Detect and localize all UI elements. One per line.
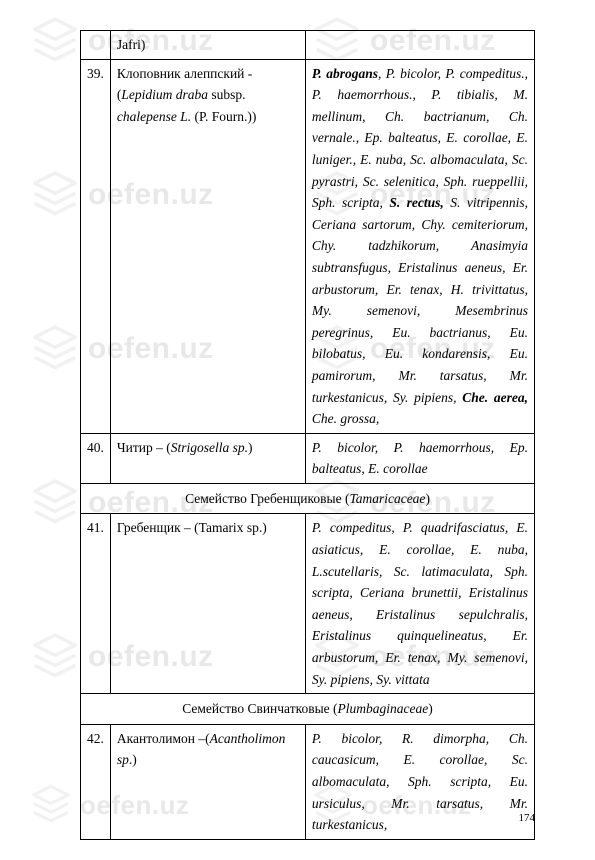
family-label-ru: Семейство Гребенщиковые ( bbox=[185, 491, 349, 506]
taxon-close: ) bbox=[248, 440, 253, 455]
species-table: Jafri) 39. Клоповник алеппский - (Lepidi… bbox=[80, 30, 535, 840]
table-row: 39. Клоповник алеппский - (Lepidium drab… bbox=[81, 59, 535, 433]
family-label-ru: Семейство Свинчатковые ( bbox=[182, 701, 337, 716]
species-list-cell: P. abrogans, P. bicolor, P. compeditus.,… bbox=[305, 59, 534, 433]
taxon-cell: Гребенщик – (Tamarix sp.) bbox=[110, 514, 305, 694]
row-number: 40. bbox=[81, 433, 111, 483]
species-list-cell: P. compeditus, P. quadrifasciatus, E. as… bbox=[305, 514, 534, 694]
taxon-ru: Акантолимон –( bbox=[117, 731, 210, 746]
family-label-latin: Plumbaginaceae bbox=[338, 701, 429, 716]
taxon-cell: Читир – (Strigosella sp.) bbox=[110, 433, 305, 483]
taxon-latin: chalepense L. bbox=[117, 109, 191, 124]
taxon-latin: Lepidium draba bbox=[121, 87, 211, 102]
family-label-latin: Tamaricaceae bbox=[349, 491, 425, 506]
family-header-cell: Семейство Свинчатковые (Plumbaginaceae) bbox=[81, 694, 535, 725]
family-header-cell: Семейство Гребенщиковые (Tamaricaceae) bbox=[81, 483, 535, 514]
taxon-cell: Клоповник алеппский - (Lepidium draba su… bbox=[110, 59, 305, 433]
species-list-cell: P. bicolor, P. haemorrhous, Ep. balteatu… bbox=[305, 433, 534, 483]
table-row: 40. Читир – (Strigosella sp.) P. bicolor… bbox=[81, 433, 535, 483]
taxon-authority: (P. Fourn.)) bbox=[191, 109, 256, 124]
species-run: S. vitripennis, Ceriana sartorum, Chy. c… bbox=[312, 195, 528, 404]
family-header-row: Семейство Гребенщиковые (Tamaricaceae) bbox=[81, 483, 535, 514]
species-bold: S. rectus, bbox=[389, 195, 443, 210]
page-content: Jafri) 39. Клоповник алеппский - (Lepidi… bbox=[0, 0, 595, 860]
family-header-row: Семейство Свинчатковые (Plumbaginaceae) bbox=[81, 694, 535, 725]
row-number: 39. bbox=[81, 59, 111, 433]
row-number: 41. bbox=[81, 514, 111, 694]
table-row: 41. Гребенщик – (Tamarix sp.) P. compedi… bbox=[81, 514, 535, 694]
family-label-close: ) bbox=[425, 491, 430, 506]
species-bold: P. abrogans bbox=[312, 66, 378, 81]
taxon-close: .) bbox=[129, 752, 137, 767]
species-run: , P. bicolor, P. compeditus., P. haemorr… bbox=[312, 66, 528, 211]
row-number: 42. bbox=[81, 724, 111, 839]
row-number bbox=[81, 31, 111, 60]
table-row: 42. Акантолимон –(Acantholimon sp.) P. b… bbox=[81, 724, 535, 839]
species-list-cell bbox=[305, 31, 534, 60]
taxon-ru: Читир – ( bbox=[117, 440, 171, 455]
taxon-mid: subsp. bbox=[211, 87, 245, 102]
taxon-cell: Jafri) bbox=[110, 31, 305, 60]
species-bold: Che. aerea, bbox=[462, 390, 528, 405]
taxon-latin: Strigosella sp. bbox=[171, 440, 248, 455]
table-row: Jafri) bbox=[81, 31, 535, 60]
family-label-close: ) bbox=[428, 701, 433, 716]
species-list-cell: P. bicolor, R. dimorpha, Ch. caucasicum,… bbox=[305, 724, 534, 839]
species-run: Che. grossa, bbox=[312, 411, 379, 426]
taxon-cell: Акантолимон –(Acantholimon sp.) bbox=[110, 724, 305, 839]
